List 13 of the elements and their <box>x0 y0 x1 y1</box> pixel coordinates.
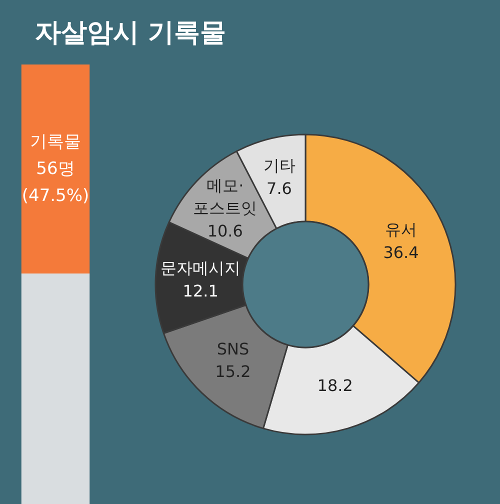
data-label: 10.6 <box>207 221 243 240</box>
data-label: 18.2 <box>317 376 353 396</box>
slice-label: SNS <box>216 339 250 358</box>
data-label: 15.2 <box>215 362 251 382</box>
data-label: 7.6 <box>266 178 292 198</box>
chart-title: 자살암시 기록물 <box>35 17 226 50</box>
slice-label: 유서 <box>385 220 418 240</box>
slice-label: 문자메시지 <box>160 258 241 278</box>
slice-label: 메모· 포스트잇 <box>193 176 258 218</box>
slice-label: 기타 <box>263 156 296 175</box>
data-label: 기록물 56명 (47.5%) <box>22 132 90 206</box>
data-label: 36.4 <box>383 242 419 262</box>
data-label: 12.1 <box>182 281 218 300</box>
